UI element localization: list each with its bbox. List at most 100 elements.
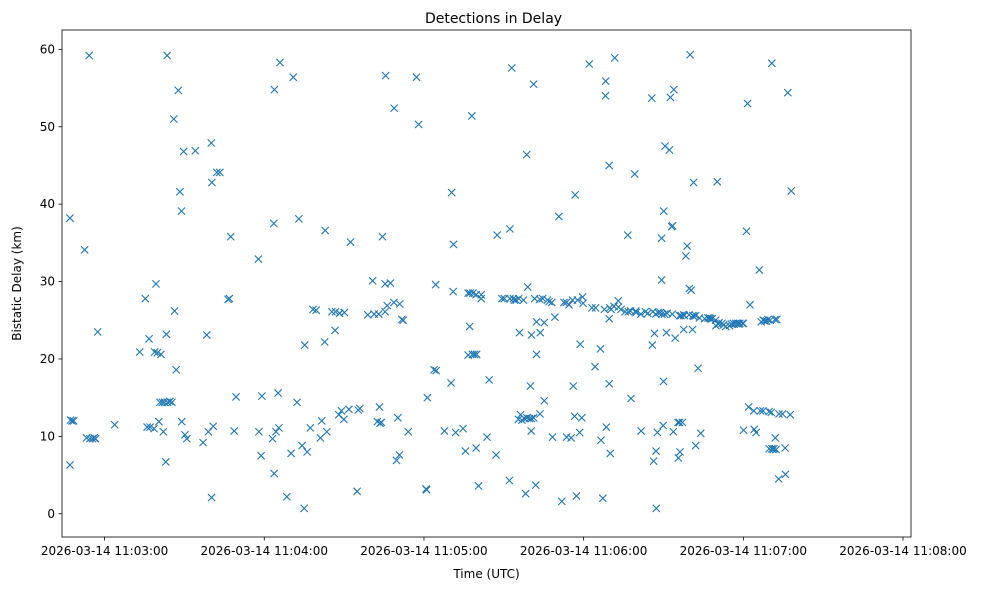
data-point	[331, 326, 340, 335]
data-point	[207, 139, 216, 147]
data-point	[327, 307, 336, 316]
data-point	[767, 59, 776, 68]
data-point	[668, 310, 677, 319]
data-point	[393, 413, 402, 422]
data-point	[412, 73, 421, 82]
data-point	[668, 221, 677, 230]
data-point	[320, 337, 329, 346]
data-point	[576, 340, 585, 349]
data-point	[447, 188, 456, 197]
data-point	[535, 295, 544, 304]
data-point	[623, 231, 632, 240]
data-point	[585, 60, 594, 69]
data-point	[772, 445, 781, 454]
data-point	[630, 169, 639, 178]
data-point	[781, 443, 790, 452]
data-point	[306, 423, 315, 432]
data-point	[65, 461, 74, 470]
data-point	[353, 487, 362, 496]
x-axis-ticks: 2026-03-14 11:03:00 2026-03-14 11:04:00 20…	[41, 537, 967, 558]
data-point	[657, 234, 666, 243]
data-point	[529, 413, 538, 422]
data-point	[65, 214, 74, 223]
data-point	[254, 255, 263, 264]
data-point	[199, 438, 208, 447]
data-point	[474, 481, 483, 490]
data-point	[636, 310, 645, 319]
data-point	[182, 434, 191, 443]
data-point	[337, 406, 346, 415]
x-tick-label: 2026-03-14 11:07:00	[680, 544, 807, 558]
data-point	[180, 430, 189, 439]
data-point	[381, 307, 390, 316]
data-point	[174, 86, 183, 95]
data-point	[363, 310, 372, 319]
data-point	[540, 396, 549, 405]
data-point	[346, 238, 355, 247]
data-point	[383, 301, 392, 310]
data-point	[669, 427, 678, 436]
data-point	[532, 317, 541, 326]
data-point	[477, 290, 486, 299]
data-point	[653, 428, 662, 437]
data-point	[731, 319, 740, 328]
data-point	[150, 348, 159, 356]
data-point	[650, 329, 659, 338]
data-point	[375, 402, 384, 411]
data-point	[389, 298, 398, 307]
data-point	[207, 493, 216, 502]
data-point	[598, 494, 607, 503]
plot-area	[61, 29, 912, 538]
data-point	[179, 147, 188, 156]
data-point	[691, 311, 700, 320]
data-point	[340, 308, 349, 317]
data-point	[648, 341, 657, 350]
data-point	[677, 311, 686, 320]
data-point	[431, 280, 440, 289]
data-point	[497, 294, 506, 303]
data-point	[440, 426, 449, 435]
data-point	[715, 318, 724, 327]
data-point	[627, 394, 636, 403]
data-point	[93, 327, 102, 336]
data-point	[713, 177, 722, 186]
data-point	[167, 398, 176, 407]
data-point	[270, 469, 279, 478]
data-point	[686, 50, 695, 59]
data-point	[483, 433, 492, 442]
data-point	[275, 58, 284, 67]
data-point	[683, 241, 692, 250]
data-point	[735, 319, 744, 328]
data-point	[781, 470, 790, 479]
data-point	[696, 429, 705, 438]
x-axis-label: Time (UTC)	[452, 567, 519, 581]
data-point	[399, 316, 408, 325]
data-point	[88, 434, 97, 443]
data-point	[257, 451, 266, 460]
x-tick-label: 2026-03-14 11:06:00	[520, 544, 647, 558]
data-point	[681, 252, 690, 261]
data-point	[689, 178, 698, 187]
data-point	[215, 168, 224, 177]
data-point	[559, 298, 568, 307]
data-point	[368, 276, 377, 285]
data-point	[154, 417, 163, 426]
data-point	[651, 310, 660, 319]
data-point	[274, 389, 283, 398]
data-point	[675, 447, 684, 456]
data-point	[477, 294, 486, 303]
data-point	[507, 63, 516, 72]
data-point	[254, 427, 263, 436]
data-point	[775, 409, 783, 418]
data-point	[771, 433, 780, 442]
data-point	[649, 457, 658, 466]
data-point	[660, 310, 669, 319]
data-point	[774, 474, 783, 483]
data-point	[665, 145, 674, 154]
data-point	[605, 161, 614, 170]
data-point	[232, 392, 241, 401]
data-point	[322, 427, 331, 436]
data-point	[631, 306, 640, 315]
y-tick-label: 20	[40, 352, 55, 366]
